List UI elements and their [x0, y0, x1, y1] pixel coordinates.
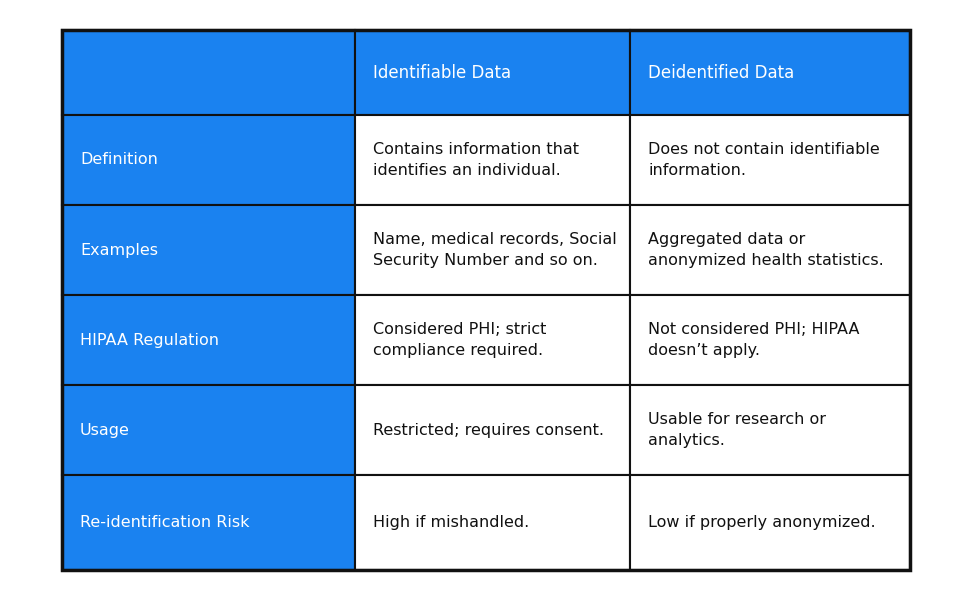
Text: Re-identification Risk: Re-identification Risk — [80, 515, 249, 530]
Bar — [62, 115, 355, 205]
Bar — [630, 475, 910, 570]
Text: Not considered PHI; HIPAA
doesn’t apply.: Not considered PHI; HIPAA doesn’t apply. — [648, 322, 860, 358]
Text: Usable for research or
analytics.: Usable for research or analytics. — [648, 412, 826, 448]
Text: High if mishandled.: High if mishandled. — [373, 515, 529, 530]
Bar — [62, 475, 355, 570]
Text: Usage: Usage — [80, 423, 129, 438]
Bar — [630, 205, 910, 295]
Text: Contains information that
identifies an individual.: Contains information that identifies an … — [373, 142, 579, 178]
Bar — [355, 295, 630, 385]
Bar — [355, 115, 630, 205]
Text: Aggregated data or
anonymized health statistics.: Aggregated data or anonymized health sta… — [648, 233, 884, 267]
Text: Low if properly anonymized.: Low if properly anonymized. — [648, 515, 875, 530]
Bar — [630, 115, 910, 205]
Text: Considered PHI; strict
compliance required.: Considered PHI; strict compliance requir… — [373, 322, 547, 358]
Bar — [62, 385, 355, 475]
Text: Name, medical records, Social
Security Number and so on.: Name, medical records, Social Security N… — [373, 233, 616, 267]
Bar — [355, 475, 630, 570]
Text: Definition: Definition — [80, 153, 157, 168]
Bar — [62, 295, 355, 385]
Bar — [62, 205, 355, 295]
Bar — [630, 295, 910, 385]
Bar — [62, 30, 910, 570]
Text: Identifiable Data: Identifiable Data — [373, 64, 511, 82]
Text: Does not contain identifiable
information.: Does not contain identifiable informatio… — [648, 142, 880, 178]
Bar — [62, 30, 355, 115]
Bar — [355, 205, 630, 295]
Bar — [355, 30, 630, 115]
Text: Restricted; requires consent.: Restricted; requires consent. — [373, 423, 604, 438]
Text: Examples: Examples — [80, 242, 158, 257]
Bar — [630, 385, 910, 475]
Text: HIPAA Regulation: HIPAA Regulation — [80, 332, 219, 347]
Bar — [630, 30, 910, 115]
Bar — [355, 385, 630, 475]
Text: Deidentified Data: Deidentified Data — [648, 64, 794, 82]
